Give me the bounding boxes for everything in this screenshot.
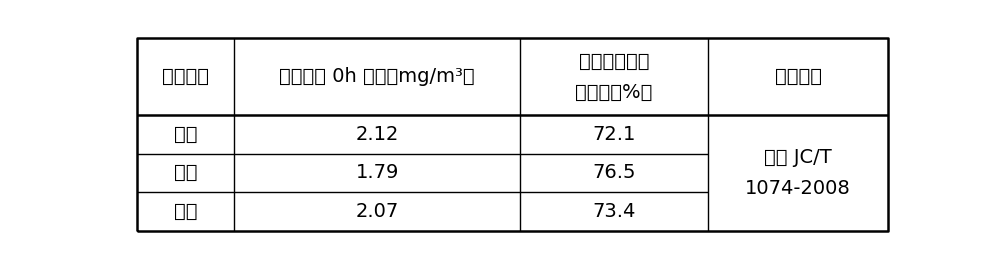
Text: 76.5: 76.5 (592, 163, 636, 182)
Text: 72.1: 72.1 (592, 125, 636, 144)
Text: 1.79: 1.79 (355, 163, 399, 182)
Text: 2.12: 2.12 (355, 125, 399, 144)
Text: 实验条件下的
下降率（%）: 实验条件下的 下降率（%） (575, 52, 653, 102)
Text: 甲醛: 甲醛 (174, 163, 197, 182)
Text: 73.4: 73.4 (592, 202, 636, 221)
Text: 分析项目: 分析项目 (162, 67, 209, 86)
Text: 放入样品 0h 浓度（mg/m³）: 放入样品 0h 浓度（mg/m³） (279, 67, 475, 86)
Text: 参照 JC/T
1074-2008: 参照 JC/T 1074-2008 (745, 148, 851, 198)
Text: 检测方法: 检测方法 (775, 67, 822, 86)
Text: 甲醛: 甲醛 (174, 202, 197, 221)
Text: 2.07: 2.07 (356, 202, 399, 221)
Text: 甲醛: 甲醛 (174, 125, 197, 144)
